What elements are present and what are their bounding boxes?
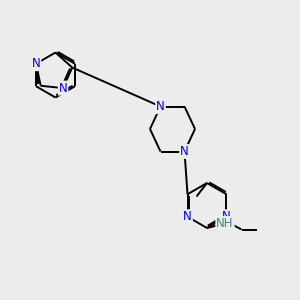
Text: N: N [222,210,231,223]
Text: N: N [183,210,192,223]
Text: N: N [180,145,189,158]
Text: NH: NH [216,217,234,230]
Text: N: N [156,100,165,113]
Text: N: N [32,57,40,70]
Text: N: N [59,82,68,94]
